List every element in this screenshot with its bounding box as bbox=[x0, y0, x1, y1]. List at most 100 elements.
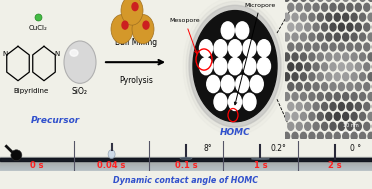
Circle shape bbox=[309, 132, 315, 140]
Circle shape bbox=[339, 83, 344, 91]
Circle shape bbox=[351, 0, 357, 1]
Circle shape bbox=[351, 13, 357, 21]
Circle shape bbox=[305, 83, 311, 91]
Circle shape bbox=[296, 102, 302, 110]
Text: Precursor: Precursor bbox=[31, 116, 80, 125]
Text: Ball Milling: Ball Milling bbox=[115, 38, 157, 47]
Circle shape bbox=[243, 40, 256, 57]
Circle shape bbox=[292, 112, 298, 120]
Circle shape bbox=[317, 132, 323, 140]
Circle shape bbox=[243, 57, 256, 75]
Circle shape bbox=[355, 23, 361, 31]
Circle shape bbox=[326, 132, 332, 140]
Circle shape bbox=[334, 132, 340, 140]
Circle shape bbox=[288, 3, 294, 11]
Circle shape bbox=[111, 15, 133, 44]
Circle shape bbox=[214, 40, 227, 57]
Circle shape bbox=[360, 112, 366, 120]
Circle shape bbox=[132, 3, 138, 11]
Circle shape bbox=[355, 122, 361, 130]
Ellipse shape bbox=[251, 158, 269, 160]
Circle shape bbox=[228, 40, 241, 57]
Circle shape bbox=[334, 33, 340, 41]
Circle shape bbox=[214, 93, 227, 111]
Circle shape bbox=[347, 83, 353, 91]
Circle shape bbox=[339, 23, 344, 31]
Circle shape bbox=[351, 53, 357, 61]
Circle shape bbox=[309, 73, 315, 81]
Circle shape bbox=[347, 63, 353, 71]
Circle shape bbox=[257, 40, 270, 57]
Circle shape bbox=[309, 112, 315, 120]
Circle shape bbox=[368, 112, 372, 120]
Circle shape bbox=[292, 93, 298, 101]
Circle shape bbox=[221, 75, 234, 93]
Circle shape bbox=[189, 5, 281, 127]
Circle shape bbox=[305, 23, 311, 31]
Text: Dynamic contact angle of HOMC: Dynamic contact angle of HOMC bbox=[113, 176, 259, 185]
Text: 2 s: 2 s bbox=[328, 161, 341, 170]
Circle shape bbox=[351, 73, 357, 81]
Circle shape bbox=[343, 93, 349, 101]
Text: HOMC: HOMC bbox=[219, 128, 250, 137]
Circle shape bbox=[305, 102, 311, 110]
Circle shape bbox=[292, 33, 298, 41]
Circle shape bbox=[343, 73, 349, 81]
Circle shape bbox=[309, 93, 315, 101]
Circle shape bbox=[250, 75, 263, 93]
Circle shape bbox=[321, 83, 327, 91]
Circle shape bbox=[132, 15, 154, 44]
Circle shape bbox=[368, 73, 372, 81]
Circle shape bbox=[283, 132, 289, 140]
Circle shape bbox=[364, 43, 370, 51]
Circle shape bbox=[288, 63, 294, 71]
Circle shape bbox=[355, 83, 361, 91]
Circle shape bbox=[309, 13, 315, 21]
Circle shape bbox=[364, 23, 370, 31]
Circle shape bbox=[351, 132, 357, 140]
Circle shape bbox=[330, 102, 336, 110]
Ellipse shape bbox=[70, 50, 78, 56]
Circle shape bbox=[368, 132, 372, 140]
Circle shape bbox=[317, 33, 323, 41]
Circle shape bbox=[321, 3, 327, 11]
Ellipse shape bbox=[180, 157, 192, 160]
Circle shape bbox=[301, 112, 307, 120]
Circle shape bbox=[326, 53, 332, 61]
Circle shape bbox=[221, 22, 234, 39]
Text: N: N bbox=[54, 51, 60, 57]
Circle shape bbox=[296, 23, 302, 31]
Circle shape bbox=[288, 23, 294, 31]
Circle shape bbox=[355, 43, 361, 51]
Text: 1 s: 1 s bbox=[254, 161, 267, 170]
Circle shape bbox=[228, 93, 241, 111]
Circle shape bbox=[193, 11, 277, 122]
Circle shape bbox=[360, 73, 366, 81]
Circle shape bbox=[283, 93, 289, 101]
Circle shape bbox=[326, 112, 332, 120]
Circle shape bbox=[351, 33, 357, 41]
Circle shape bbox=[189, 5, 281, 127]
Circle shape bbox=[236, 75, 249, 93]
Circle shape bbox=[243, 93, 256, 111]
Circle shape bbox=[368, 53, 372, 61]
Circle shape bbox=[186, 1, 284, 131]
Circle shape bbox=[313, 63, 319, 71]
Circle shape bbox=[326, 13, 332, 21]
Circle shape bbox=[305, 63, 311, 71]
Circle shape bbox=[339, 63, 344, 71]
Circle shape bbox=[347, 3, 353, 11]
Circle shape bbox=[11, 150, 22, 161]
Circle shape bbox=[313, 43, 319, 51]
Circle shape bbox=[236, 22, 249, 39]
Circle shape bbox=[317, 13, 323, 21]
Circle shape bbox=[330, 23, 336, 31]
Circle shape bbox=[364, 122, 370, 130]
Circle shape bbox=[257, 57, 270, 75]
Circle shape bbox=[360, 0, 366, 1]
Circle shape bbox=[360, 13, 366, 21]
Circle shape bbox=[207, 75, 220, 93]
Ellipse shape bbox=[108, 150, 115, 159]
Text: 10 nm: 10 nm bbox=[343, 123, 359, 128]
Text: CuCl₂: CuCl₂ bbox=[29, 25, 48, 31]
